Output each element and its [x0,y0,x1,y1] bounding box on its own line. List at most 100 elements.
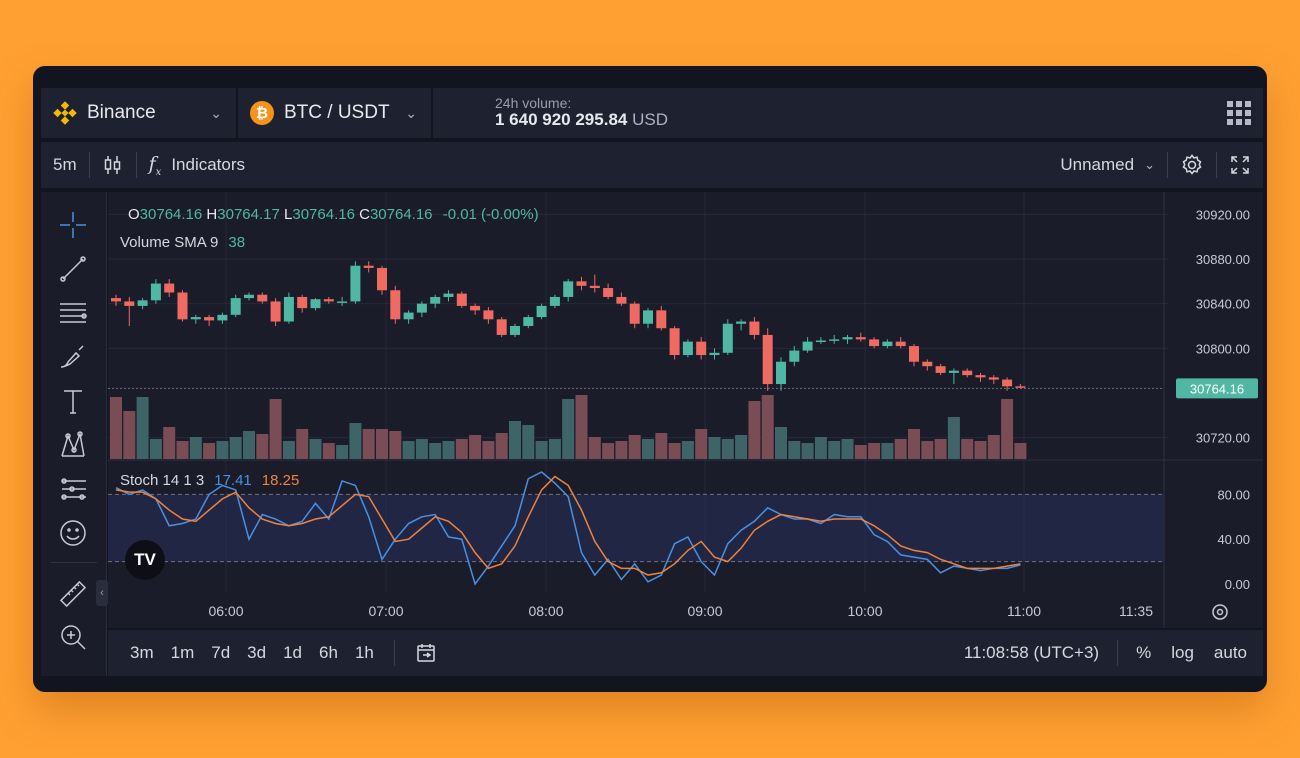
volume-bar [735,435,748,459]
zoom-icon[interactable] [58,622,88,652]
text-icon[interactable] [58,386,88,416]
function-icon: fx [148,152,162,178]
volume-bar [868,443,881,459]
range-buttons: 3m 1m 7d 3d 1d 6h 1h [108,643,374,663]
stoch-tick-label: 80.00 [1217,487,1250,502]
interval-button[interactable]: 5m [41,142,89,188]
chart-type-button[interactable] [90,142,136,188]
volume-currency: USD [632,110,668,130]
tradingview-logo[interactable]: TV [125,540,165,580]
volume-bar [921,441,934,459]
volume-bar [908,429,920,459]
high-label: H [206,206,218,223]
goto-date-icon[interactable] [415,642,437,664]
chart-canvas[interactable]: 30920.00 30880.00 30840.00 30800.00 30720.00… [108,192,1263,628]
candle-body [177,292,188,320]
volume-info: 24h volume: 1 640 920 295.84 USD [495,95,668,130]
crosshair-icon[interactable] [58,210,88,240]
auto-toggle[interactable]: auto [1213,643,1247,662]
settings-button[interactable] [1168,142,1216,188]
volume-bar [681,441,694,459]
candle-body [496,319,507,335]
candle-body [283,296,294,322]
candle-body [629,303,640,324]
chart-area[interactable]: 30920.00 30880.00 30840.00 30800.00 30720.00… [108,192,1263,628]
time-tick-label: 10:00 [847,603,882,619]
volume-bar [881,443,894,459]
volume-bar [256,434,269,459]
candle-body [244,294,254,299]
range-button-1h[interactable]: 1h [354,643,374,662]
candle-body [603,288,614,297]
exchange-selector[interactable]: Binance ⌄ [41,88,238,138]
indicators-button[interactable]: fx Indicators [137,142,257,188]
volume-bar [296,429,309,459]
candle-body [416,303,427,313]
range-button-3m[interactable]: 3m [130,643,154,662]
volume-bar [389,431,402,459]
candle-body [815,340,826,343]
candle-body [882,341,893,347]
brush-icon[interactable] [58,342,88,372]
candle-body [922,361,933,367]
range-button-1d[interactable]: 1d [283,643,303,662]
candle-body [470,305,481,311]
collapse-toolbar-button[interactable]: ‹ [96,580,108,606]
volume-bar [628,435,641,459]
candle-body [855,337,866,340]
range-button-1m[interactable]: 1m [170,643,195,662]
candle-body [536,305,547,318]
low-value: 30764.16 [292,206,355,223]
candle-body [443,293,454,297]
candle-body [669,328,680,356]
range-button-7d[interactable]: 7d [211,643,231,662]
candle-body [576,281,587,286]
emoji-icon[interactable] [58,518,88,548]
volume-bar [336,445,349,459]
fib-icon[interactable] [58,298,88,328]
ohlc-legend: O30764.16 H30764.17 L30764.16 C30764.16 … [128,206,539,223]
separator [135,152,137,178]
stoch-legend: Stoch 14 1 3 17.41 18.25 [120,472,299,489]
stoch-k-value: 17.41 [214,472,252,489]
candle-body [111,298,121,302]
stoch-k-line [115,471,1021,586]
prediction-icon[interactable] [58,474,88,504]
volume-bar [668,443,681,459]
range-button-6h[interactable]: 6h [319,643,338,662]
volume-bar [695,429,708,459]
volume-bar [974,441,987,459]
volume-bar [376,429,388,459]
volume-bar [934,439,947,459]
stoch-d-value: 18.25 [261,472,300,489]
stoch-label: Stoch 14 1 3 [120,472,205,489]
log-toggle[interactable]: log [1171,643,1194,662]
volume-bar [801,443,814,459]
apps-grid-icon[interactable] [1227,101,1251,125]
candle-body [217,314,228,321]
layout-name: Unnamed [1060,155,1135,174]
volume-bar [110,397,122,459]
volume-bar [282,441,295,459]
candle-body [696,341,707,356]
candle-body [323,299,334,302]
time-tick-label: 08:00 [528,603,563,619]
fullscreen-button[interactable] [1217,142,1263,188]
layout-selector[interactable]: Unnamed ⌄ [1048,142,1167,188]
change-value: -0.01 (-0.00%) [442,206,539,223]
time-tick-label: 07:00 [368,603,403,619]
range-button-3d[interactable]: 3d [247,643,267,662]
chevron-down-icon: ⌄ [1144,157,1155,172]
volume-bar [588,437,601,459]
trend-line-icon[interactable] [58,254,88,284]
clock[interactable]: 11:08:58 (UTC+3) [963,643,1100,662]
separator [1167,152,1168,178]
candle-body [776,361,786,385]
pattern-icon[interactable] [58,430,88,460]
candle-body [563,281,574,297]
pair-selector[interactable]: ₿ BTC / USDT ⌄ [238,88,433,138]
price-tick-label: 30880.00 [1196,252,1250,267]
separator [393,640,395,666]
ruler-icon[interactable] [58,579,88,609]
percent-toggle[interactable]: % [1136,643,1152,662]
